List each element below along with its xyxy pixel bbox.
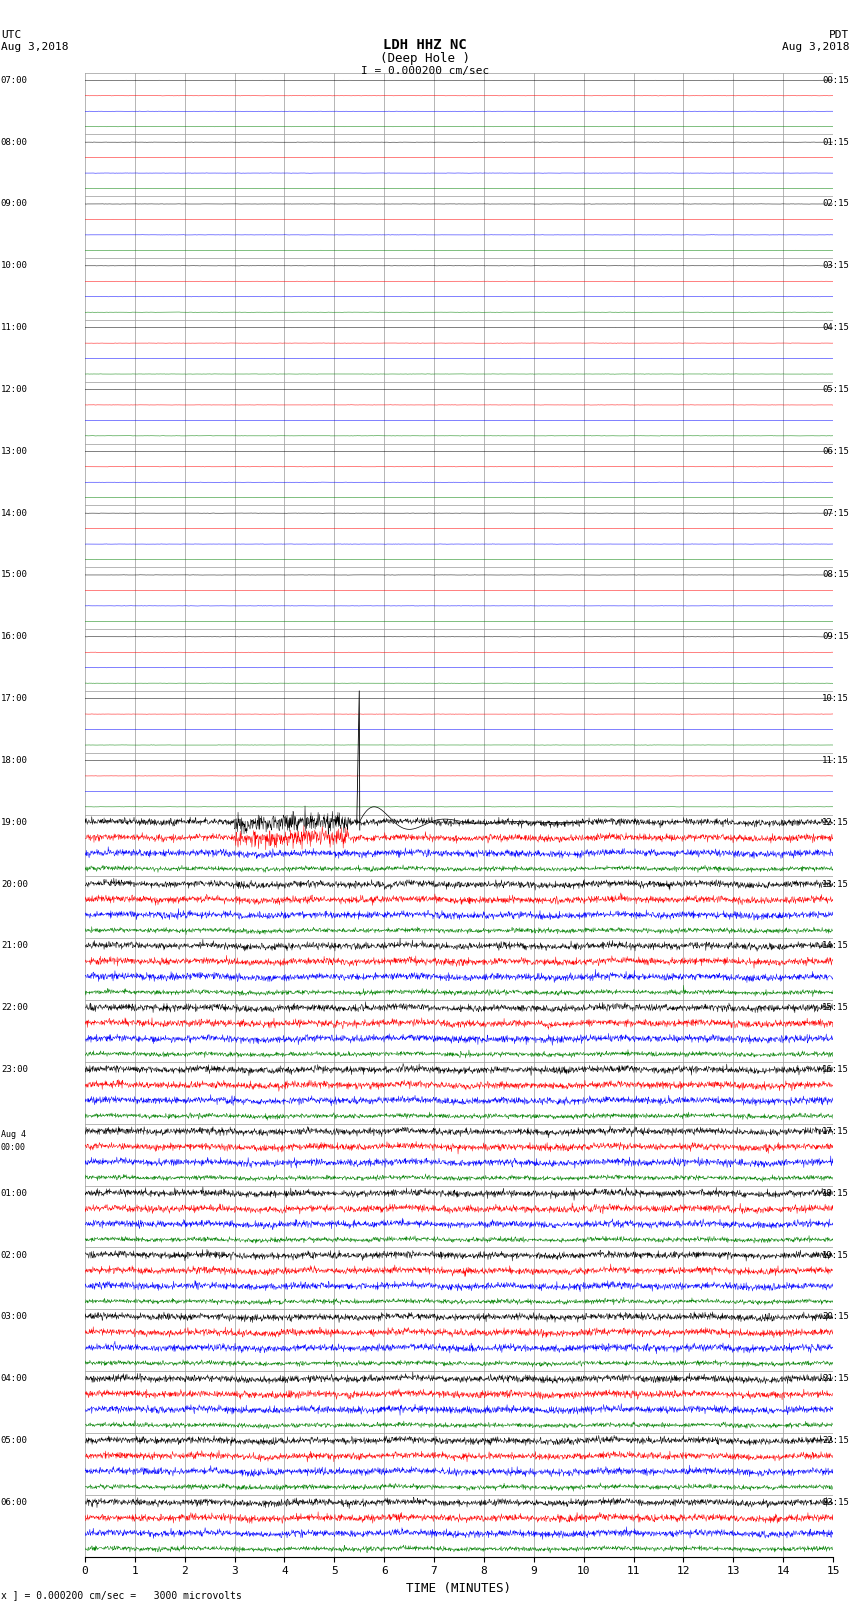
Text: 03:15: 03:15 — [822, 261, 849, 271]
Text: 14:00: 14:00 — [1, 508, 28, 518]
Text: 16:15: 16:15 — [822, 1065, 849, 1074]
Text: 11:15: 11:15 — [822, 756, 849, 765]
Text: 16:00: 16:00 — [1, 632, 28, 642]
Text: 08:00: 08:00 — [1, 137, 28, 147]
Text: 23:00: 23:00 — [1, 1065, 28, 1074]
Text: 21:15: 21:15 — [822, 1374, 849, 1384]
Text: 22:00: 22:00 — [1, 1003, 28, 1013]
Text: 02:00: 02:00 — [1, 1250, 28, 1260]
Text: 17:00: 17:00 — [1, 694, 28, 703]
Text: 15:00: 15:00 — [1, 571, 28, 579]
Text: 19:00: 19:00 — [1, 818, 28, 827]
Text: 13:15: 13:15 — [822, 879, 849, 889]
Text: 07:15: 07:15 — [822, 508, 849, 518]
Text: LDH HHZ NC: LDH HHZ NC — [383, 39, 467, 52]
Text: 03:00: 03:00 — [1, 1313, 28, 1321]
Text: 06:00: 06:00 — [1, 1498, 28, 1507]
Text: 00:00: 00:00 — [1, 1144, 26, 1152]
Text: x ] = 0.000200 cm/sec =   3000 microvolts: x ] = 0.000200 cm/sec = 3000 microvolts — [1, 1590, 241, 1600]
Text: 04:00: 04:00 — [1, 1374, 28, 1384]
Text: 01:00: 01:00 — [1, 1189, 28, 1198]
Text: (Deep Hole ): (Deep Hole ) — [380, 52, 470, 65]
Text: 23:15: 23:15 — [822, 1498, 849, 1507]
Text: Aug 4: Aug 4 — [1, 1131, 26, 1139]
Text: 12:00: 12:00 — [1, 386, 28, 394]
Text: 20:00: 20:00 — [1, 879, 28, 889]
Text: UTC: UTC — [1, 31, 21, 40]
Text: PDT: PDT — [829, 31, 849, 40]
Text: 17:15: 17:15 — [822, 1127, 849, 1136]
Text: 09:15: 09:15 — [822, 632, 849, 642]
X-axis label: TIME (MINUTES): TIME (MINUTES) — [406, 1582, 512, 1595]
Text: I = 0.000200 cm/sec: I = 0.000200 cm/sec — [361, 66, 489, 76]
Text: 19:15: 19:15 — [822, 1250, 849, 1260]
Text: 08:15: 08:15 — [822, 571, 849, 579]
Text: 06:15: 06:15 — [822, 447, 849, 456]
Text: 02:15: 02:15 — [822, 200, 849, 208]
Text: 01:15: 01:15 — [822, 137, 849, 147]
Text: 20:15: 20:15 — [822, 1313, 849, 1321]
Text: 21:00: 21:00 — [1, 942, 28, 950]
Text: 00:15: 00:15 — [822, 76, 849, 85]
Text: 05:00: 05:00 — [1, 1436, 28, 1445]
Text: 10:15: 10:15 — [822, 694, 849, 703]
Text: 18:00: 18:00 — [1, 756, 28, 765]
Text: 22:15: 22:15 — [822, 1436, 849, 1445]
Text: 10:00: 10:00 — [1, 261, 28, 271]
Text: 18:15: 18:15 — [822, 1189, 849, 1198]
Text: 09:00: 09:00 — [1, 200, 28, 208]
Text: 14:15: 14:15 — [822, 942, 849, 950]
Text: 11:00: 11:00 — [1, 323, 28, 332]
Text: Aug 3,2018: Aug 3,2018 — [1, 42, 68, 52]
Text: 07:00: 07:00 — [1, 76, 28, 85]
Text: Aug 3,2018: Aug 3,2018 — [782, 42, 849, 52]
Text: 13:00: 13:00 — [1, 447, 28, 456]
Text: 04:15: 04:15 — [822, 323, 849, 332]
Text: 15:15: 15:15 — [822, 1003, 849, 1013]
Text: 12:15: 12:15 — [822, 818, 849, 827]
Text: 05:15: 05:15 — [822, 386, 849, 394]
